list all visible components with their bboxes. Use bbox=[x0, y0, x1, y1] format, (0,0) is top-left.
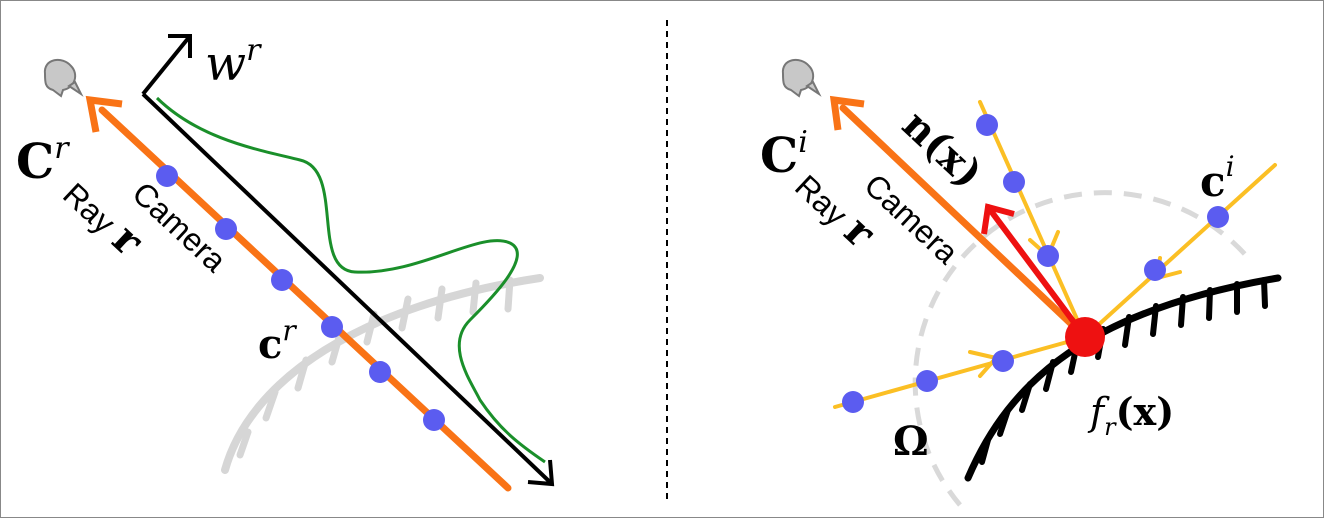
sample-color-label: cr bbox=[258, 314, 297, 368]
weight-label: wr bbox=[205, 33, 262, 92]
sample-point bbox=[423, 409, 445, 431]
normal-label-group: n(x) bbox=[893, 101, 991, 197]
surface bbox=[964, 274, 1282, 482]
ray-color-label: Cr bbox=[16, 131, 70, 190]
incoming-sample-point bbox=[1144, 259, 1166, 281]
sample-point bbox=[271, 269, 293, 291]
hemisphere-label: Ω bbox=[893, 418, 929, 465]
incoming-color-label: ci bbox=[1200, 150, 1235, 206]
incoming-sample-point bbox=[1207, 206, 1229, 228]
weight-curve bbox=[155, 96, 546, 464]
sample-point bbox=[156, 165, 178, 187]
camera-ray-arrow bbox=[85, 95, 512, 492]
weight-axis bbox=[141, 34, 555, 487]
left-panel: wr Cr Camera Rayr cr bbox=[16, 33, 555, 492]
incoming-sample-point bbox=[842, 391, 864, 413]
incoming-sample-points bbox=[842, 114, 1229, 413]
camera-ray-arrow bbox=[829, 95, 1089, 341]
surface-point bbox=[1065, 317, 1105, 357]
incoming-sample-point bbox=[992, 350, 1014, 372]
normal-arrow bbox=[981, 203, 1088, 340]
sample-point bbox=[369, 361, 391, 383]
camera-ray-text: Camera Rayr bbox=[54, 168, 233, 279]
incoming-sample-point bbox=[1003, 171, 1025, 193]
sample-point bbox=[321, 316, 343, 338]
sample-point bbox=[215, 218, 237, 240]
ghost-surface bbox=[221, 274, 544, 474]
incoming-sample-point bbox=[916, 370, 938, 392]
camera-icon bbox=[781, 58, 820, 97]
sample-points bbox=[156, 165, 445, 431]
reflectance-label: fr(x) bbox=[1087, 389, 1174, 441]
hemisphere-omega bbox=[912, 190, 1252, 507]
right-panel: Ci Camera Rayr n(x) ci Ω fr(x) bbox=[760, 58, 1282, 507]
ray-label-line2: Rayr bbox=[786, 160, 885, 257]
camera-icon bbox=[43, 58, 82, 97]
ray-color-label: Ci bbox=[760, 125, 808, 184]
incoming-sample-point bbox=[976, 114, 998, 136]
incoming-sample-point bbox=[1037, 245, 1059, 267]
ray-label-line2: Rayr bbox=[54, 168, 153, 265]
normal-label: n(x) bbox=[893, 101, 991, 197]
